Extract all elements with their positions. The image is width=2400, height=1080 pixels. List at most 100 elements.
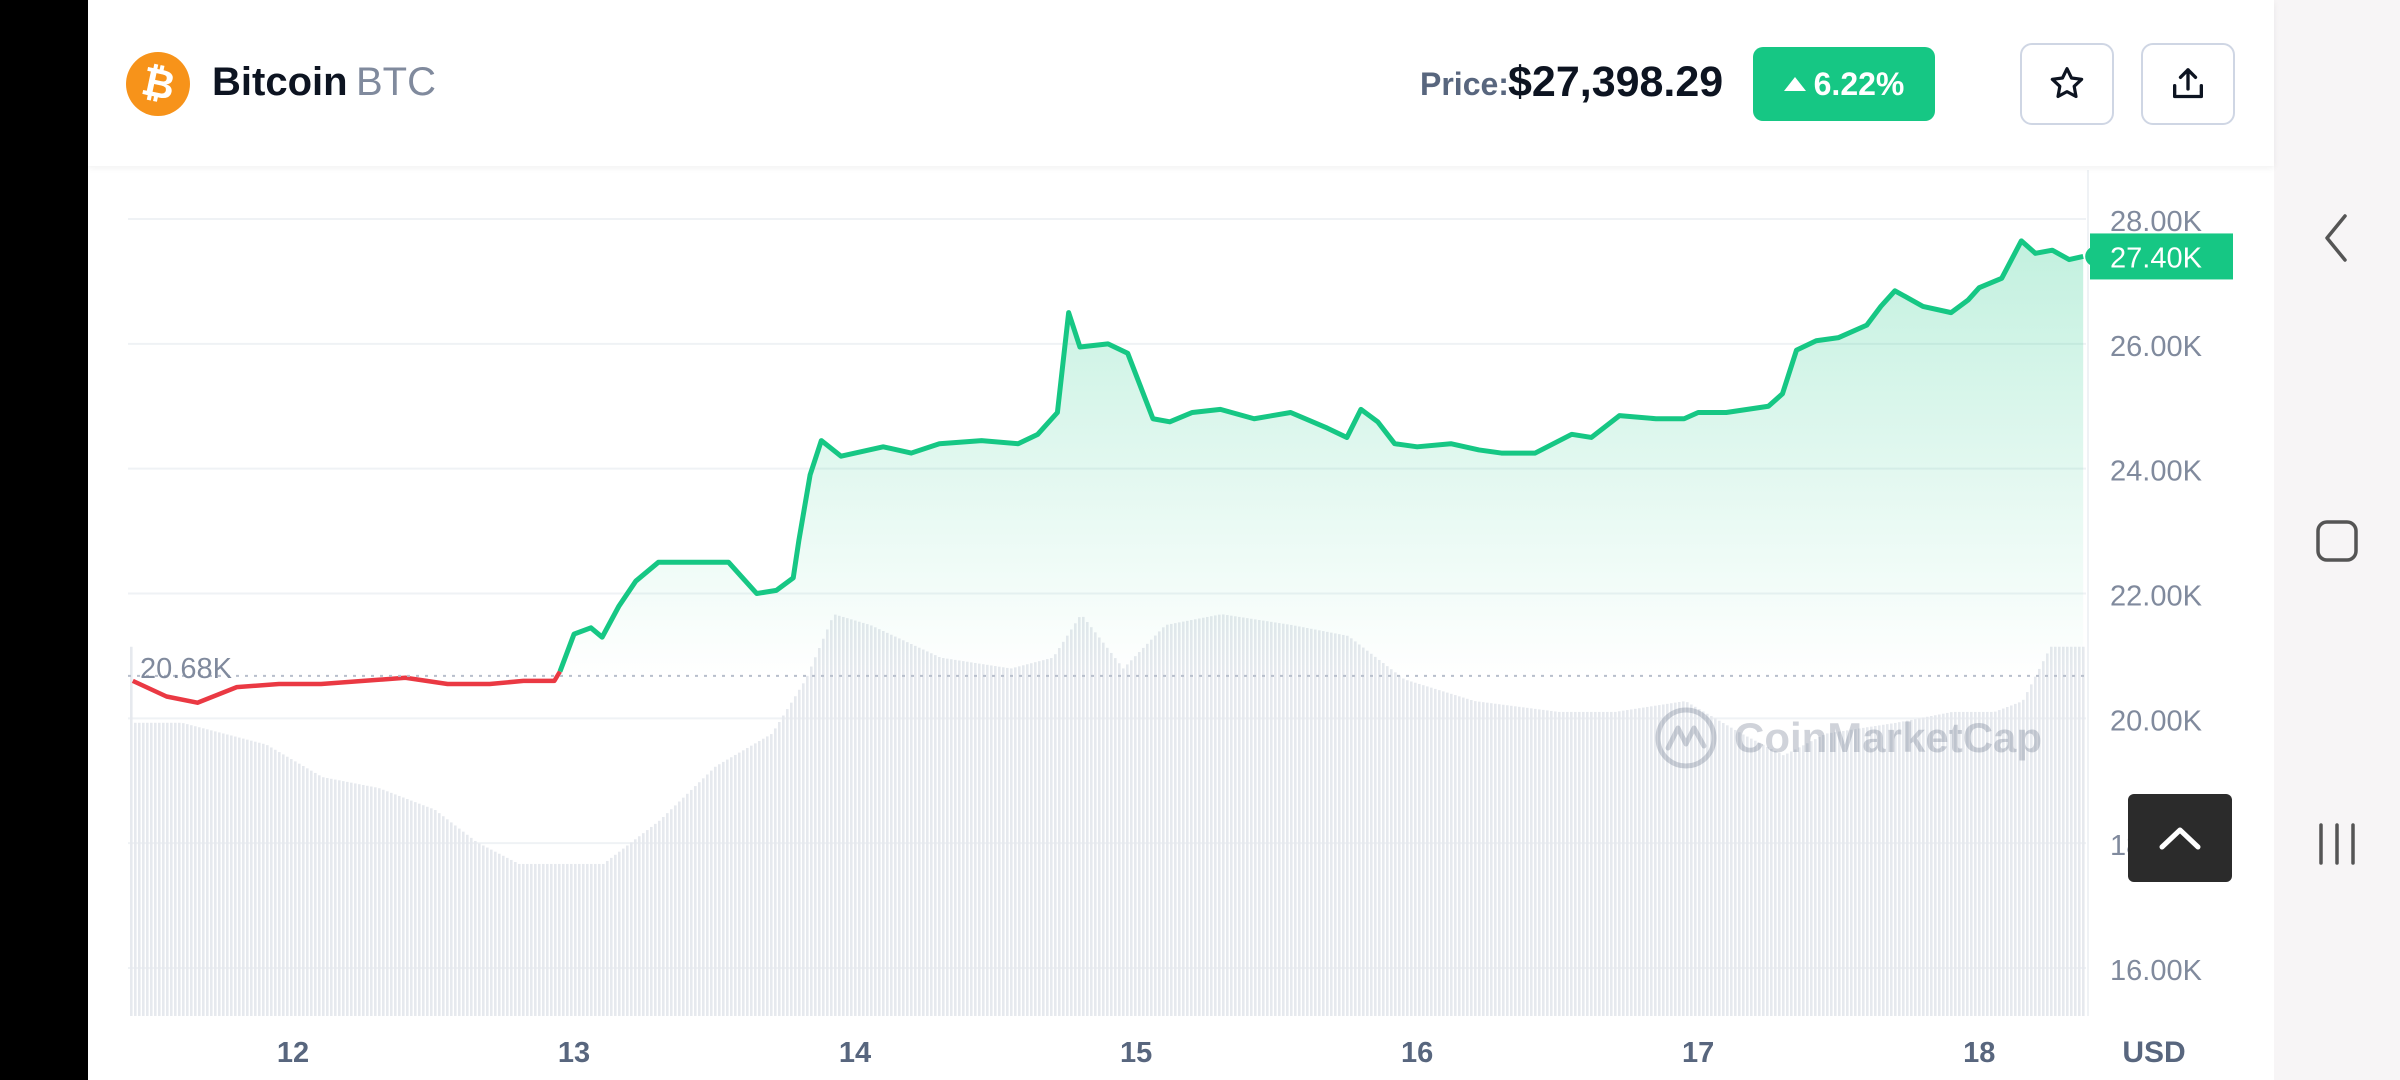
volume-bar — [1414, 682, 1417, 1016]
price-change-percent: 6.22% — [1813, 65, 1905, 102]
volume-bar — [1130, 660, 1133, 1016]
volume-bar — [1386, 666, 1389, 1016]
volume-bar — [1950, 712, 1953, 1016]
coin-price-chart-screen: ₿ Bitcoin BTC Price: $27,398.29 6.22% — [88, 0, 2274, 1080]
volume-bar — [310, 770, 313, 1016]
volume-bar — [2026, 692, 2029, 1016]
volume-bar — [358, 784, 361, 1016]
volume-bar — [1042, 660, 1045, 1016]
volume-bar — [814, 657, 817, 1016]
volume-bar — [1994, 711, 1997, 1016]
volume-bar — [1134, 656, 1137, 1016]
share-button[interactable] — [2141, 43, 2235, 125]
volume-bar — [654, 823, 657, 1016]
volume-bar — [1586, 711, 1589, 1016]
volume-bar — [834, 614, 837, 1016]
volume-bar — [2042, 661, 2045, 1016]
volume-bar — [1062, 641, 1065, 1016]
price-chart[interactable]: 20.68K 28.00K26.00K24.00K22.00K20.00K18.… — [88, 166, 2274, 1080]
y-axis-tick-label: 20.00K — [2110, 705, 2203, 737]
volume-bar — [254, 741, 257, 1016]
volume-bar — [386, 791, 389, 1016]
volume-bar — [1230, 615, 1233, 1016]
recents-button[interactable] — [2274, 794, 2400, 894]
volume-bar — [1246, 618, 1249, 1016]
volume-bar — [450, 822, 453, 1016]
volume-bar — [462, 831, 465, 1016]
volume-bar — [982, 664, 985, 1016]
volume-bar — [922, 649, 925, 1016]
volume-bar — [1338, 634, 1341, 1016]
volume-bar — [214, 731, 217, 1016]
volume-bar — [1222, 614, 1225, 1016]
volume-bar — [1342, 634, 1345, 1016]
volume-bar — [362, 784, 365, 1016]
volume-bar — [1478, 701, 1481, 1016]
home-button[interactable] — [2274, 491, 2400, 591]
volume-bar — [866, 624, 869, 1016]
volume-bar — [186, 724, 189, 1016]
volume-bar — [1838, 731, 1841, 1016]
volume-bar — [682, 797, 685, 1016]
star-icon — [2050, 67, 2084, 99]
volume-bar — [782, 715, 785, 1016]
volume-bar — [1922, 717, 1925, 1016]
volume-bar — [838, 615, 841, 1016]
volume-bar — [1054, 654, 1057, 1016]
volume-bar — [1458, 696, 1461, 1016]
baseline-price-label: 20.68K — [140, 653, 233, 685]
volume-bar — [1002, 667, 1005, 1016]
volume-bar — [1318, 630, 1321, 1016]
volume-bar — [626, 845, 629, 1016]
volume-bar — [894, 636, 897, 1016]
volume-bar — [2070, 646, 2073, 1016]
volume-bar — [1818, 737, 1821, 1016]
volume-bar — [190, 725, 193, 1016]
volume-bar — [950, 659, 953, 1016]
volume-bar — [610, 857, 613, 1016]
back-button[interactable] — [2274, 188, 2400, 288]
volume-bar — [842, 616, 845, 1016]
volume-bar — [686, 793, 689, 1016]
volume-bar — [1642, 707, 1645, 1016]
volume-bar — [1730, 727, 1733, 1016]
volume-bar — [1490, 703, 1493, 1016]
volume-bar — [974, 662, 977, 1016]
volume-bar — [290, 759, 293, 1016]
volume-bar — [1070, 629, 1073, 1016]
volume-bar — [2034, 676, 2037, 1016]
volume-bar — [858, 621, 861, 1016]
screen-bezel-left — [0, 0, 88, 1080]
price-label: Price: — [1420, 66, 1509, 102]
volume-bar — [426, 806, 429, 1016]
scroll-to-top-button[interactable] — [2128, 794, 2232, 882]
x-axis-tick-label: 12 — [277, 1037, 309, 1069]
volume-bar — [538, 863, 541, 1016]
volume-bar — [1098, 637, 1101, 1016]
volume-bar — [486, 847, 489, 1016]
volume-bar — [1242, 617, 1245, 1016]
volume-bar — [498, 853, 501, 1016]
volume-bar — [1682, 701, 1685, 1016]
volume-bar — [374, 787, 377, 1016]
watchlist-star-button[interactable] — [2020, 43, 2114, 125]
volume-bar — [1718, 720, 1721, 1016]
volume-bar — [142, 722, 145, 1016]
caret-up-icon — [1783, 77, 1806, 91]
volume-bar — [918, 647, 921, 1016]
volume-bar — [882, 631, 885, 1016]
volume-bar — [466, 834, 469, 1016]
volume-bar — [898, 638, 901, 1016]
volume-bar — [1290, 624, 1293, 1016]
volume-bar — [594, 863, 597, 1016]
volume-bar — [1214, 615, 1217, 1016]
volume-bar — [1762, 744, 1765, 1016]
volume-bar — [1202, 617, 1205, 1016]
volume-bar — [1370, 653, 1373, 1016]
volume-bar — [1006, 667, 1009, 1016]
volume-bar — [810, 666, 813, 1016]
volume-bar — [1890, 723, 1893, 1016]
volume-bar — [326, 778, 329, 1016]
price-line-below-baseline — [131, 670, 562, 705]
volume-bar — [1634, 708, 1637, 1016]
